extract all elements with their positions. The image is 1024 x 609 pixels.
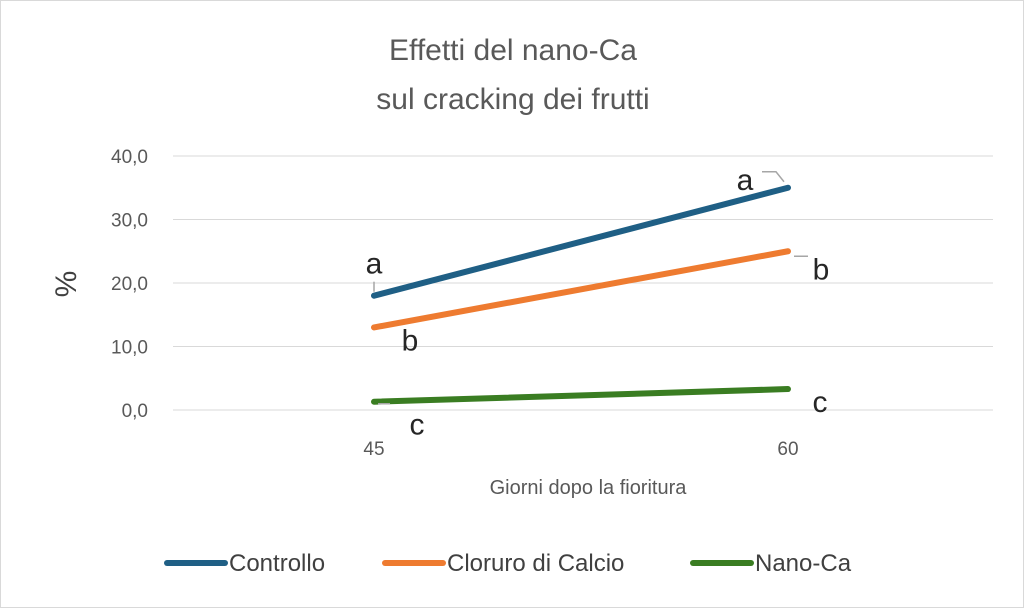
y-axis-label: % <box>50 271 83 298</box>
data-label: a <box>366 248 383 281</box>
x-axis-label: Giorni dopo la fioritura <box>490 477 688 499</box>
y-tick-label: 20,0 <box>111 274 148 295</box>
data-label: c <box>813 386 828 419</box>
x-tick-label: 45 <box>363 439 384 460</box>
chart-title-line-2: sul cracking dei frutti <box>376 83 649 116</box>
y-tick-label: 30,0 <box>111 211 148 232</box>
legend-label: Cloruro di Calcio <box>447 550 624 577</box>
legend-label: Controllo <box>229 550 325 577</box>
series-lines <box>371 184 791 405</box>
series-line-2 <box>371 386 791 405</box>
y-tick-label: 0,0 <box>122 401 148 422</box>
legend-label: Nano-Ca <box>755 550 852 577</box>
data-label: b <box>813 253 830 286</box>
chart-title-line-1: Effetti del nano-Ca <box>389 34 637 67</box>
gridlines <box>173 155 993 411</box>
data-labels: a a b b c c <box>366 164 830 442</box>
legend: Controllo Cloruro di Calcio Nano-Ca <box>164 550 852 577</box>
y-axis-ticks: 0,0 10,0 20,0 30,0 40,0 <box>111 147 148 422</box>
series-line-1 <box>371 248 791 331</box>
x-tick-label: 60 <box>777 439 798 460</box>
y-tick-label: 10,0 <box>111 338 148 359</box>
data-label: a <box>737 164 754 197</box>
data-label: b <box>402 324 419 357</box>
data-label: c <box>410 409 425 442</box>
series-line-0 <box>371 184 791 299</box>
label-leader-line <box>762 171 785 183</box>
y-tick-label: 40,0 <box>111 147 148 168</box>
x-axis-ticks: 45 60 <box>363 439 798 460</box>
